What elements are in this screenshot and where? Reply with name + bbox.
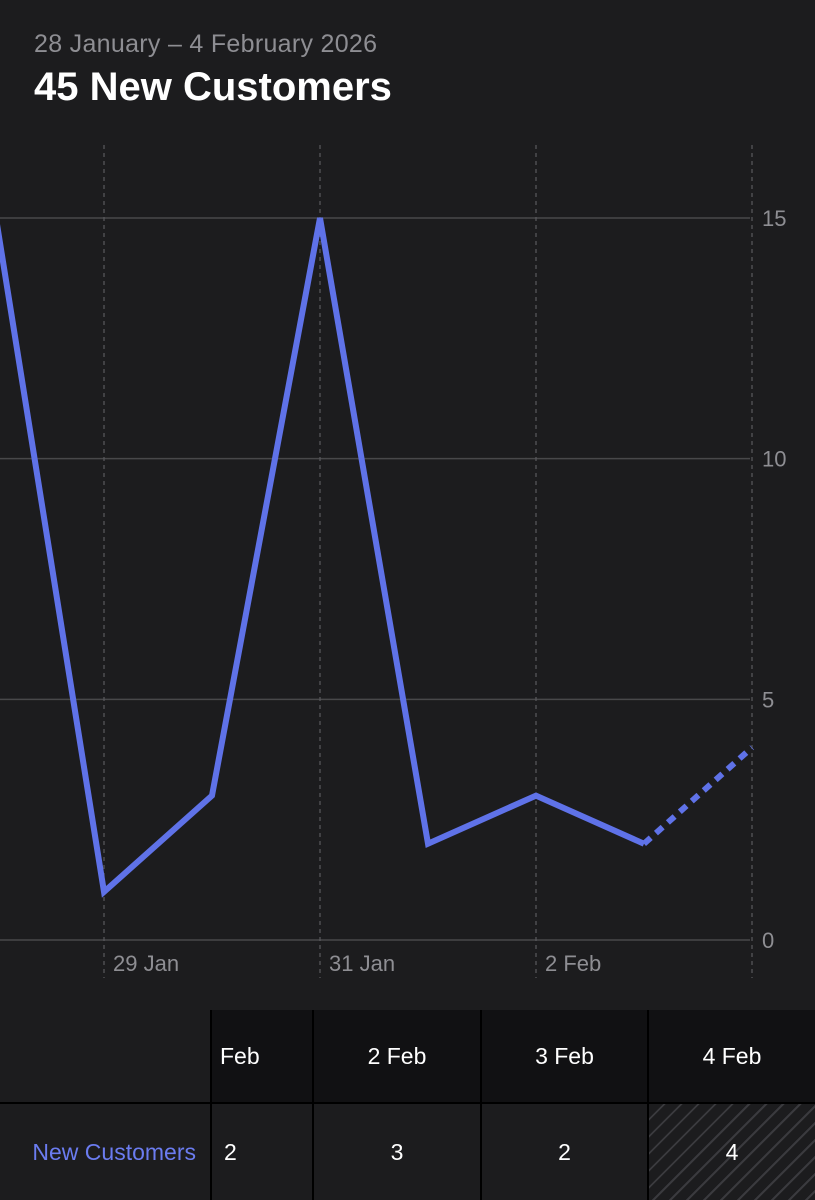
y-tick-label: 10: [762, 447, 786, 472]
date-range: 28 January – 4 February 2026: [34, 30, 378, 58]
table-cell: 2: [210, 1102, 312, 1200]
column-header[interactable]: 2 Feb: [312, 1010, 480, 1102]
table-cell: 3: [312, 1102, 480, 1200]
row-label: New Customers: [0, 1102, 210, 1200]
table-corner: [0, 1010, 210, 1102]
table-cell-projected: 4: [647, 1102, 815, 1200]
table-header-row: Feb 2 Feb 3 Feb 4 Feb: [0, 1010, 815, 1102]
table-row: New Customers 2 3 2 4: [0, 1102, 815, 1200]
table-cell: 2: [480, 1102, 647, 1200]
headline-total: 45 New Customers: [34, 65, 392, 109]
y-tick-label: 5: [762, 687, 774, 712]
chart-card: 28 January – 4 February 2026 45 New Cust…: [0, 0, 815, 1010]
series-line: [0, 217, 646, 898]
series-line-projected: [642, 745, 754, 846]
column-header[interactable]: 3 Feb: [480, 1010, 647, 1102]
column-header[interactable]: 4 Feb: [647, 1010, 815, 1102]
y-tick-label: 0: [762, 928, 774, 953]
x-tick-label: 31 Jan: [329, 951, 395, 976]
data-table: Feb 2 Feb 3 Feb 4 Feb New Customers 2 3 …: [0, 1010, 815, 1200]
y-tick-label: 15: [762, 206, 786, 231]
x-tick-label: 2 Feb: [545, 951, 601, 976]
line-chart[interactable]: 0 5 10 15 29 Jan 31 Jan 2 Feb: [0, 0, 815, 1010]
x-tick-label: 29 Jan: [113, 951, 179, 976]
column-header[interactable]: Feb: [210, 1010, 312, 1102]
